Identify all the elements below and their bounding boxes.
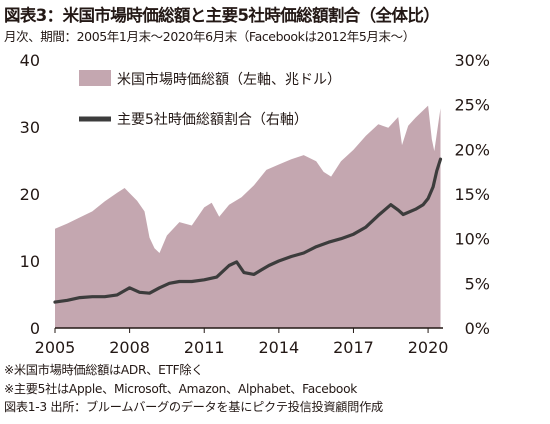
y-right-tick-label: 15% — [454, 185, 490, 204]
y-right-tick-label: 10% — [454, 230, 490, 249]
footnotes: ※米国市場時価総額はADR、ETF除く ※主要5社はApple、Microsof… — [4, 361, 383, 417]
y-left-tick-label: 20 — [20, 185, 40, 204]
chart-subtitle: 月次、期間：2005年1月末～2020年6月末（Facebookは2012年5月… — [4, 29, 415, 44]
y-right-tick-label: 25% — [454, 96, 490, 115]
x-tick-label: 2008 — [109, 338, 150, 357]
legend-area-label: 米国市場時価総額（左軸、兆ドル） — [117, 71, 341, 88]
footnote-1: ※米国市場時価総額はADR、ETF除く — [4, 363, 204, 377]
y-right-tick-label: 0% — [465, 319, 490, 338]
y-right-tick-label: 5% — [465, 274, 490, 293]
x-tick-label: 2017 — [333, 338, 374, 357]
footnote-source: 図表1-3 出所：ブルームバーグのデータを基にピクテ投信投資顧問作成 — [4, 400, 383, 415]
y-right-tick-label: 30% — [454, 51, 490, 70]
x-tick-label: 2011 — [184, 338, 225, 357]
y-left-tick-label: 30 — [20, 118, 40, 137]
line-series-top5-share — [53, 157, 443, 304]
footnote-2: ※主要5社はApple、Microsoft、Amazon、Alphabet、Fa… — [4, 381, 358, 396]
legend-line-label: 主要5社時価総額割合（右軸） — [117, 111, 308, 128]
y-left-tick-label: 0 — [30, 319, 40, 338]
x-tick-label: 2005 — [35, 338, 76, 357]
area-series-market-cap — [55, 105, 441, 328]
chart-title: 図表3：米国市場時価総額と主要5社時価総額割合（全体比） — [4, 6, 440, 25]
y-left-tick-label: 40 — [20, 51, 40, 70]
x-tick-label: 2014 — [258, 338, 299, 357]
legend-area-swatch — [79, 70, 111, 86]
y-left-tick-label: 10 — [20, 252, 40, 271]
y-right-tick-label: 20% — [454, 140, 490, 159]
x-tick-label: 2020 — [408, 338, 449, 357]
